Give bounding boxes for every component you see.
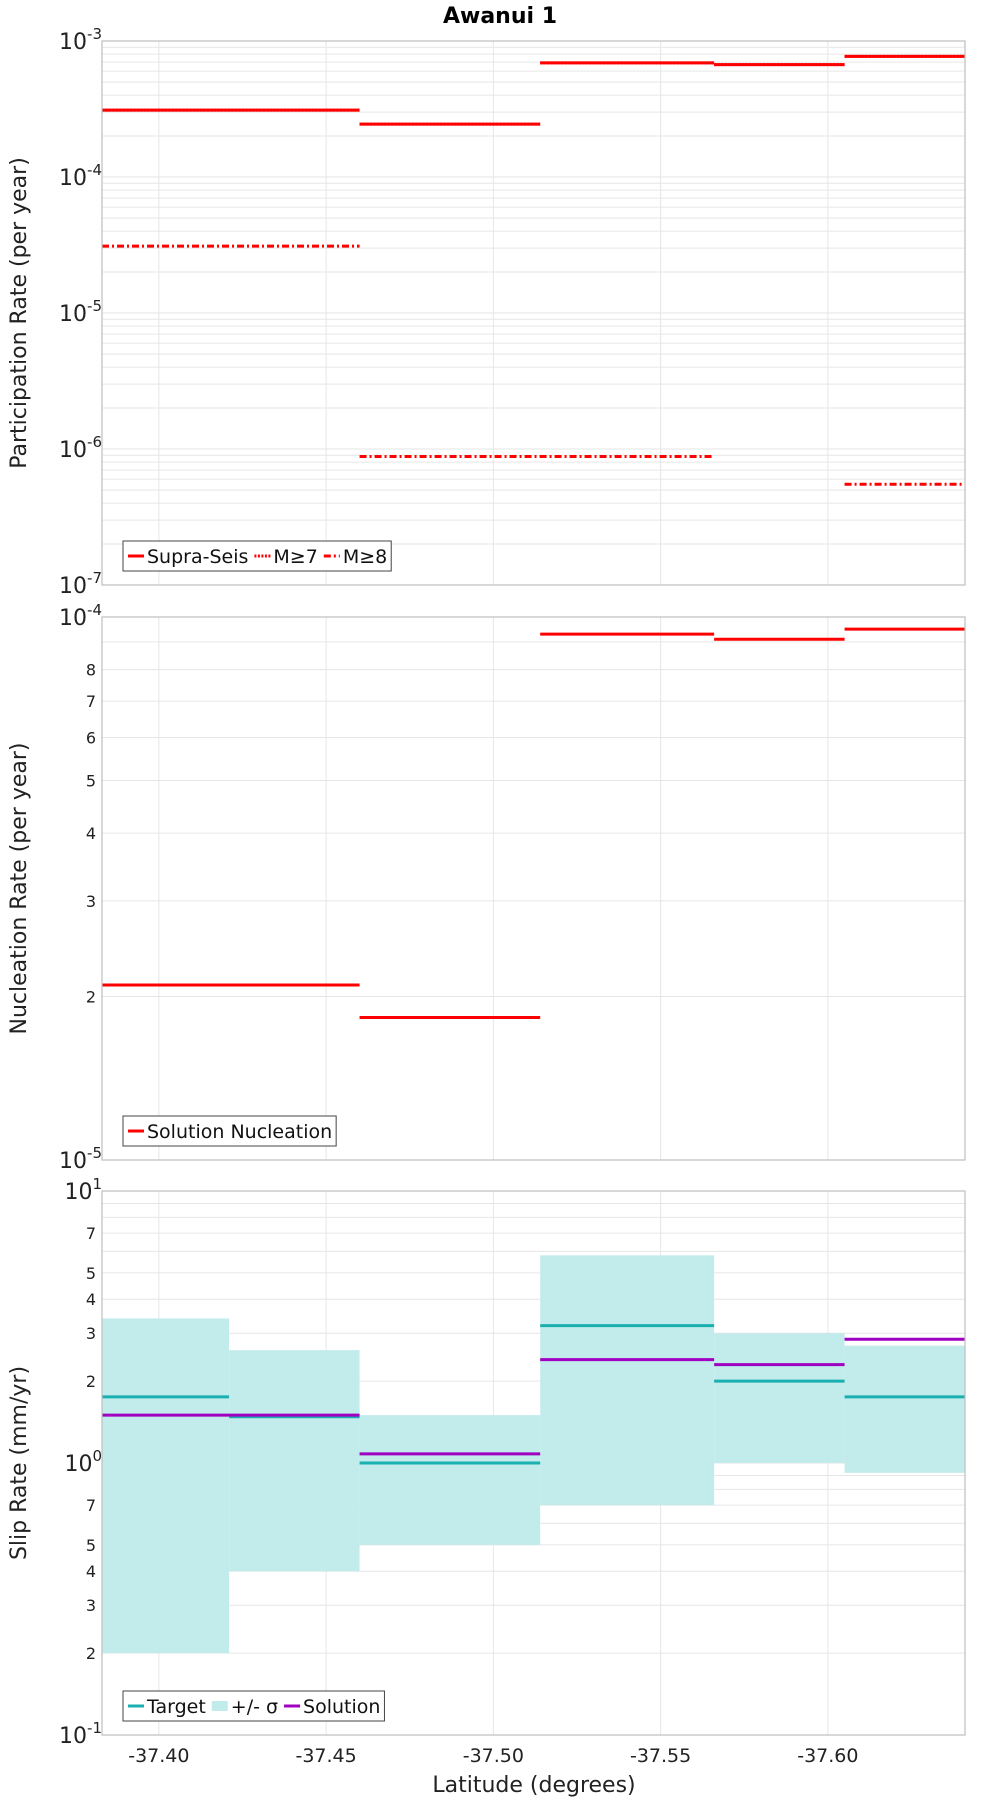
nucleation-ytick-label: 3 <box>86 892 96 911</box>
sigma-band-0 <box>102 1318 230 1654</box>
slip-rate-ytick-label: 7 <box>86 1496 96 1515</box>
legend-box <box>122 1115 337 1147</box>
slip-rate-ytick-label: 10-1 <box>59 1719 102 1749</box>
x-tick-label: -37.45 <box>295 1745 356 1767</box>
ytick-base: 10 <box>59 574 87 599</box>
slip-rate-ytick-label: 100 <box>64 1447 102 1477</box>
ytick-base: 10 <box>59 438 87 463</box>
slip-rate-ytick-label: 4 <box>86 1562 96 1581</box>
participation-y-axis-label: Participation Rate (per year) <box>7 157 32 469</box>
legend-label-solution: Solution <box>303 1696 380 1718</box>
legend-label-target: Target <box>146 1696 206 1718</box>
ytick-exponent: -3 <box>87 25 102 43</box>
slip-rate-legend: Target +/- σ Solution <box>122 1690 385 1722</box>
participation-legend: Supra-Seis M≥7 M≥8 <box>122 540 392 572</box>
nucleation-ytick-label: 5 <box>86 771 96 790</box>
x-tick-label: -37.50 <box>463 1745 524 1767</box>
nucleation-y-axis-label: Nucleation Rate (per year) <box>7 743 32 1035</box>
legend-label-solution-nucleation: Solution Nucleation <box>147 1121 332 1143</box>
ytick-exponent: -4 <box>87 601 102 619</box>
slip-rate-ytick-label: 2 <box>86 1644 96 1663</box>
nucleation-ytick-label: 6 <box>86 728 96 747</box>
nucleation-ytick-label: 8 <box>86 661 96 680</box>
legend-label-m-8: M≥8 <box>343 546 387 568</box>
participation-frame <box>101 40 966 586</box>
slip-rate-y-axis-label: Slip Rate (mm/yr) <box>7 1366 32 1560</box>
legend-label-sigma: +/- σ <box>231 1696 278 1718</box>
ytick-exponent: 0 <box>92 1447 102 1465</box>
ytick-base: 10 <box>59 30 87 55</box>
nucleation-ytick-label: 4 <box>86 824 96 843</box>
nucleation-legend: Solution Nucleation <box>122 1115 337 1147</box>
legend-label-m-7: M≥7 <box>273 546 317 568</box>
x-tick-label: -37.60 <box>797 1745 858 1767</box>
legend-box <box>122 540 392 572</box>
ytick-base: 10 <box>59 302 87 327</box>
nucleation-ytick-label: 10-4 <box>59 601 102 631</box>
ytick-base: 10 <box>64 1452 92 1477</box>
legend-label-supra-seis: Supra-Seis <box>147 546 248 568</box>
nucleation-ytick-label: 2 <box>86 988 96 1007</box>
ytick-base: 10 <box>64 1180 92 1205</box>
x-tick-label: -37.55 <box>630 1745 691 1767</box>
figure-title: Awanui 1 <box>443 4 557 29</box>
ytick-exponent: 1 <box>92 1175 102 1193</box>
sigma-band-1 <box>229 1350 360 1572</box>
ytick-base: 10 <box>59 1724 87 1749</box>
x-tick-label: -37.40 <box>128 1745 189 1767</box>
sigma-band-3 <box>540 1255 715 1506</box>
nucleation-frame <box>101 616 966 1161</box>
slip-rate-frame <box>101 1190 966 1736</box>
ytick-exponent: -1 <box>87 1719 102 1737</box>
slip-rate-ytick-label: 5 <box>86 1264 96 1283</box>
slip-rate-ytick-label: 4 <box>86 1290 96 1309</box>
participation-ytick-label: 10-6 <box>59 433 102 463</box>
ytick-base: 10 <box>59 1149 87 1174</box>
ytick-exponent: -5 <box>87 297 102 315</box>
sigma-band-4 <box>714 1333 845 1463</box>
legend-box <box>122 1690 385 1722</box>
ytick-exponent: -7 <box>87 569 102 587</box>
slip-rate-ytick-label: 5 <box>86 1536 96 1555</box>
participation-ytick-label: 10-5 <box>59 297 102 327</box>
nucleation-ytick-label: 10-5 <box>59 1144 102 1174</box>
participation-ytick-label: 10-7 <box>59 569 102 599</box>
legend-swatch-sigma <box>211 1701 228 1711</box>
sigma-band-5 <box>844 1345 965 1473</box>
x-axis-label: Latitude (degrees) <box>432 1773 635 1798</box>
slip-rate-ytick-label: 3 <box>86 1596 96 1615</box>
sigma-band-2 <box>359 1415 541 1545</box>
slip-rate-ytick-label: 3 <box>86 1324 96 1343</box>
slip-rate-ytick-label: 7 <box>86 1224 96 1243</box>
ytick-base: 10 <box>59 606 87 631</box>
slip-rate-ytick-label: 2 <box>86 1372 96 1391</box>
slip-rate-ytick-label: 101 <box>64 1175 102 1205</box>
nucleation-ytick-label: 7 <box>86 692 96 711</box>
participation-ytick-label: 10-4 <box>59 161 102 191</box>
ytick-exponent: -5 <box>87 1144 102 1162</box>
participation-ytick-label: 10-3 <box>59 25 102 55</box>
ytick-exponent: -6 <box>87 433 102 451</box>
ytick-base: 10 <box>59 166 87 191</box>
ytick-exponent: -4 <box>87 161 102 179</box>
